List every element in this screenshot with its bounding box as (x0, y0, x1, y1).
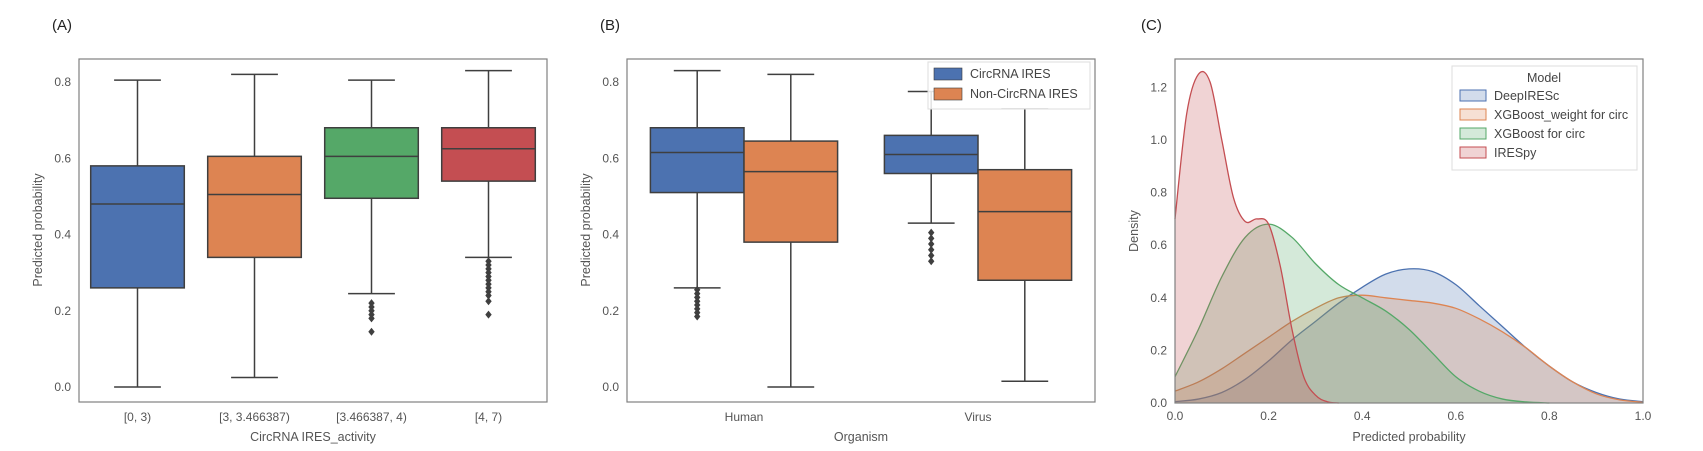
outlier-point (485, 291, 492, 300)
y-tick-label: 0.0 (1150, 396, 1167, 410)
legend-swatch-deepiresc (1459, 89, 1487, 102)
box-iqr (649, 127, 745, 194)
density-line-xgboost-for-circ (1174, 223, 1550, 404)
x-tick-label: 0.2 (1260, 409, 1277, 423)
outlier-point (485, 310, 492, 319)
legend-label-circrna-ires: CircRNA IRES (970, 67, 1051, 81)
y-tick-label: 1.0 (1150, 133, 1167, 147)
box--3-466387-4- (323, 79, 420, 336)
y-tick-label: 0.2 (54, 304, 71, 318)
box-iqr (89, 165, 186, 289)
density-area-deepiresc (1175, 268, 1643, 403)
legend-swatch-xgboost-weight-for-circ (1459, 108, 1487, 121)
y-tick-label: 0.4 (54, 228, 71, 242)
y-tick-label: 0.4 (602, 228, 619, 242)
panel-b-legend: CircRNA IRES Non-CircRNA IRES (927, 61, 1091, 110)
box--3-3-466387- (206, 73, 303, 379)
y-tick-label: 0.2 (602, 304, 619, 318)
panel-b-label: (B) (600, 17, 620, 34)
x-tick-label: [0, 3) (124, 410, 151, 424)
panel-a-frame (78, 58, 548, 403)
outlier-point (928, 228, 935, 237)
panel-c-legend: Model DeepIRESc XGBoost_weight for circ XG… (1451, 65, 1638, 171)
panel-b-frame (626, 58, 1096, 403)
box-iqr (323, 127, 420, 200)
y-tick-label: 0.6 (54, 151, 71, 165)
y-tick-label: 0.6 (602, 151, 619, 165)
legend-label-xgboost-weight-for-circ: XGBoost_weight for circ (1494, 108, 1628, 122)
box-human (649, 69, 745, 321)
x-tick-label: [4, 7) (475, 410, 502, 424)
panel-c: (C) 0.0 0.2 0.4 0.6 0.8 1.0 1.2 0.0 0.2 0.4 0.6 0.… (1127, 17, 1652, 444)
outlier-point (928, 234, 935, 243)
density-line-xgboost-weight-for-circ (1174, 294, 1644, 403)
y-tick-label: 0.8 (602, 75, 619, 89)
y-tick-label: 0.2 (1150, 343, 1167, 357)
density-area-xgboost-for-circ (1175, 224, 1550, 403)
panel-b: (B) 0.00.20.40.60.8 Human Virus Organism … (579, 17, 1096, 444)
legend-label-xgboost-for-circ: XGBoost for circ (1494, 127, 1585, 141)
box-iqr (440, 127, 537, 182)
panel-c-frame (1174, 58, 1644, 404)
box-iqr (977, 168, 1073, 281)
legend-swatch-irespy (1459, 146, 1487, 159)
y-tick-label: 1.2 (1150, 80, 1167, 94)
outlier-point (928, 240, 935, 249)
x-tick-label: 0.8 (1541, 409, 1558, 423)
y-tick-label: 0.0 (54, 380, 71, 394)
box--0-3- (89, 79, 186, 388)
outlier-point (485, 297, 492, 306)
outlier-point (368, 314, 375, 323)
x-tick-label: 0.4 (1354, 409, 1371, 423)
y-tick-label: 0.6 (1150, 238, 1167, 252)
box--4-7- (440, 69, 537, 319)
box-iqr (206, 155, 303, 259)
x-tick-label: [3, 3.466387) (219, 410, 290, 424)
outlier-point (928, 251, 935, 260)
panel-c-ylabel: Density (1127, 209, 1141, 251)
density-area-irespy (1175, 71, 1339, 403)
panel-a-ylabel: Predicted probability (31, 173, 45, 287)
panel-b-xlabel: Organism (834, 430, 888, 444)
legend-swatch-non-circrna-ires (933, 87, 963, 101)
box-iqr (743, 140, 839, 243)
legend-label-non-circrna-ires: Non-CircRNA IRES (970, 87, 1078, 101)
legend-title: Model (1527, 71, 1561, 85)
panel-c-label: (C) (1141, 17, 1162, 34)
y-tick-label: 0.4 (1150, 291, 1167, 305)
x-tick-label: 1.0 (1635, 409, 1652, 423)
panel-a: (A) 0.0 0.2 0.4 0.6 0.8 [0, 3) [3, 3.466387) [… (31, 17, 548, 444)
panel-c-xlabel: Predicted probability (1352, 430, 1466, 444)
outlier-point (694, 312, 701, 321)
y-tick-label: 0.0 (602, 380, 619, 394)
legend-swatch-xgboost-for-circ (1459, 127, 1487, 140)
x-tick-label: 0.0 (1167, 409, 1184, 423)
outlier-point (928, 245, 935, 254)
box-human (743, 73, 839, 388)
legend-swatch-circrna-ires (933, 67, 963, 81)
outlier-point (928, 257, 935, 266)
panel-a-xlabel: CircRNA IRES_activity (250, 430, 376, 444)
x-tick-label: Human (725, 410, 764, 424)
density-line-irespy (1174, 70, 1339, 404)
x-tick-label: Virus (964, 410, 991, 424)
y-tick-label: 0.8 (1150, 186, 1167, 200)
outlier-point (368, 327, 375, 336)
box-virus (883, 90, 979, 266)
panel-c-legend-box (1451, 65, 1638, 171)
x-tick-label: [3.466387, 4) (336, 410, 407, 424)
legend-label-deepiresc: DeepIRESc (1494, 89, 1559, 103)
x-tick-label: 0.6 (1447, 409, 1464, 423)
box-virus (977, 107, 1073, 383)
y-tick-label: 0.8 (54, 75, 71, 89)
panel-a-label: (A) (52, 17, 72, 34)
panel-b-ylabel: Predicted probability (579, 173, 593, 287)
legend-label-irespy: IRESpy (1494, 146, 1537, 160)
